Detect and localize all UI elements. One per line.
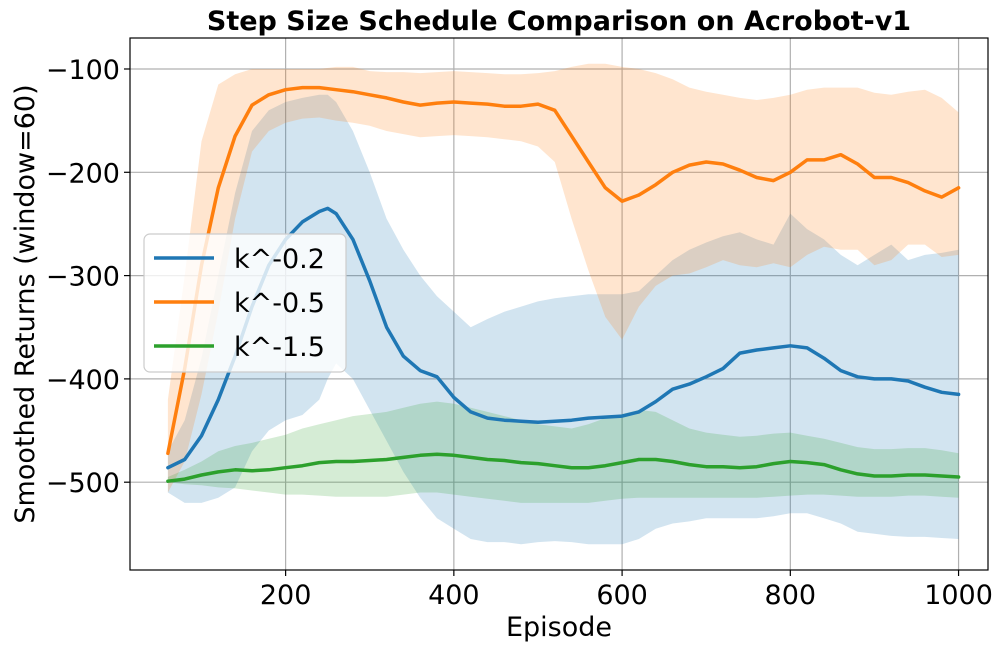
y-tick-label: −500 xyxy=(46,468,120,499)
legend-box xyxy=(143,233,347,373)
line-k-0-5 xyxy=(166,85,961,456)
y-tick-label: −200 xyxy=(46,158,120,189)
legend: k^-0.2 k^-0.5 k^-1.5 xyxy=(143,233,347,373)
chart-title: Step Size Schedule Comparison on Acrobot… xyxy=(207,6,911,37)
legend-label-k-0-2: k^-0.2 xyxy=(234,244,325,275)
x-tick-label: 800 xyxy=(765,580,817,611)
x-tick-label: 200 xyxy=(260,580,312,611)
axis-ticks: 200 400 600 800 1000 −100 −200 −300 −400 −500 xyxy=(46,55,993,611)
x-tick-label: 600 xyxy=(596,580,648,611)
y-tick-label: −100 xyxy=(46,55,120,86)
band-k-0-2 xyxy=(167,94,959,545)
y-axis-label: Smoothed Returns (window=60) xyxy=(10,84,41,523)
series-lines xyxy=(166,85,961,483)
band-k-0-5 xyxy=(167,63,959,493)
x-tick-label: 1000 xyxy=(924,580,993,611)
y-tick-label: −400 xyxy=(46,365,120,396)
legend-label-k-0-5: k^-0.5 xyxy=(234,288,325,319)
legend-label-k-1-5: k^-1.5 xyxy=(234,332,325,363)
grid xyxy=(130,38,988,570)
plot-frame xyxy=(129,37,989,571)
line-k-1-5 xyxy=(166,452,961,483)
line-k-0-2 xyxy=(166,206,961,470)
y-tick-label: −300 xyxy=(46,262,120,293)
band-k-1-5 xyxy=(167,401,959,503)
x-axis-label: Episode xyxy=(506,612,612,643)
confidence-bands xyxy=(167,63,959,545)
x-tick-label: 400 xyxy=(428,580,480,611)
